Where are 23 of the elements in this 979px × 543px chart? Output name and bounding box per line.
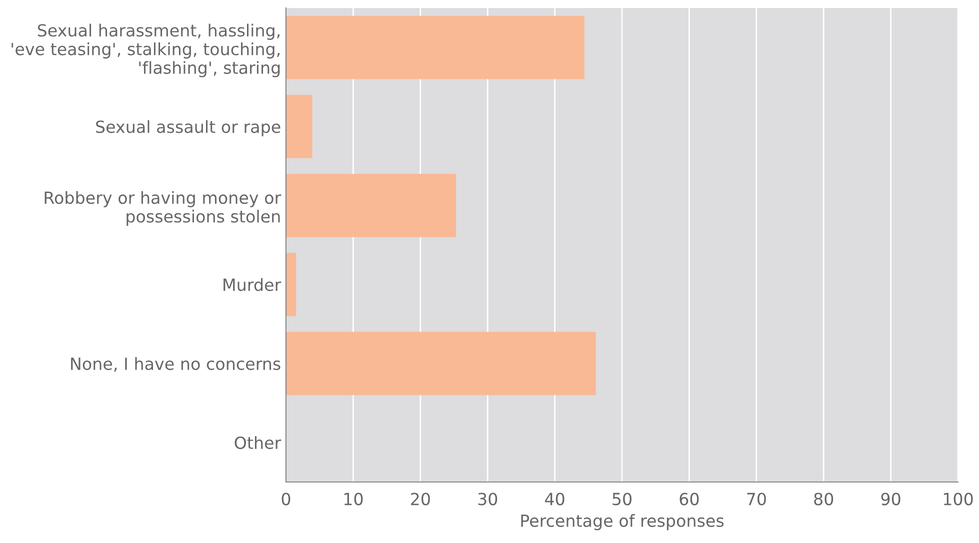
- y-tick-label: None, I have no concerns: [71, 357, 280, 372]
- y-tick-label: Robbery or having money or possessions stolen: [44, 191, 282, 226]
- x-axis-title: Percentage of responses: [521, 514, 724, 530]
- bar: [286, 332, 596, 396]
- x-tick-label: 20: [411, 492, 430, 506]
- x-tick-label: 30: [478, 492, 498, 506]
- y-tick-label: Sexual harassment, hassling, 'eve teasing', stalking, touching, 'flashing', staring: [12, 24, 280, 78]
- x-tick-label: 90: [881, 492, 900, 506]
- x-tick-label: 60: [680, 492, 699, 506]
- bar: [286, 252, 296, 316]
- x-tick-label: 40: [545, 492, 564, 506]
- x-tick-label: 10: [344, 492, 363, 506]
- y-tick-label: Sexual assault or rape: [96, 120, 280, 136]
- x-tick-label: 80: [814, 492, 834, 506]
- bar: [286, 16, 584, 80]
- bar: [286, 174, 456, 238]
- y-tick-label: Other: [234, 436, 282, 450]
- bar: [286, 94, 312, 158]
- x-tick-label: 100: [944, 492, 973, 506]
- x-tick-label: 50: [612, 492, 632, 506]
- x-tick-label: 70: [747, 492, 766, 506]
- y-tick-label: Murder: [224, 278, 282, 292]
- x-tick-label: 0: [282, 492, 290, 506]
